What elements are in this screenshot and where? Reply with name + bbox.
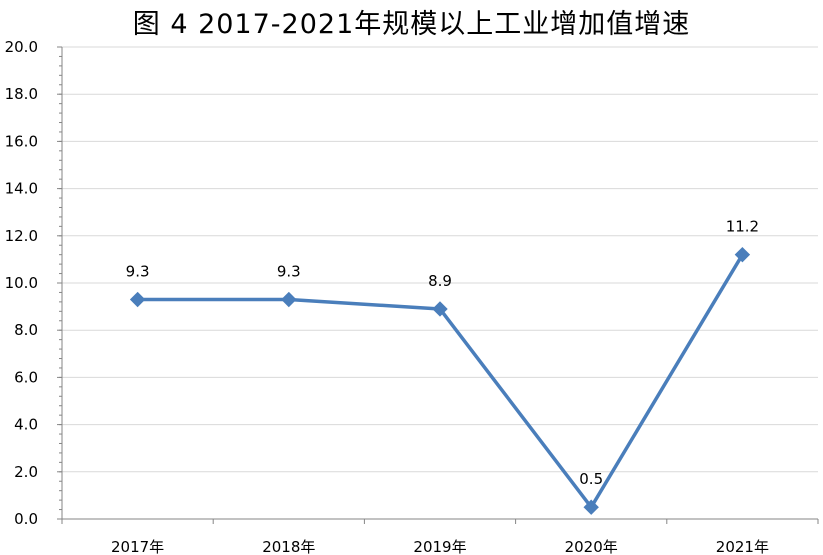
data-label: 9.3 <box>126 263 150 281</box>
chart-title: 图 4 2017-2021年规模以上工业增加值增速 <box>132 9 691 40</box>
y-tick-label: 4.0 <box>14 416 38 434</box>
data-label: 9.3 <box>277 263 301 281</box>
x-tick-label: 2018年 <box>262 538 315 555</box>
series-line <box>137 253 744 509</box>
grid-lines <box>62 46 818 473</box>
x-tick-label: 2020年 <box>565 538 618 555</box>
data-labels: 9.3 9.3 8.9 0.5 11.2 <box>126 218 759 489</box>
x-tick-label: 2021年 <box>716 538 769 555</box>
data-point-marker <box>583 499 599 515</box>
y-tick-label: 8.0 <box>14 321 38 339</box>
data-point-marker <box>281 291 297 308</box>
data-label: 8.9 <box>428 272 452 290</box>
data-label: 11.2 <box>726 218 759 236</box>
data-label: 0.5 <box>579 470 603 488</box>
data-point-marker <box>734 246 751 263</box>
y-tick-label: 16.0 <box>5 132 38 150</box>
x-tick-label: 2017年 <box>111 538 164 555</box>
y-tick-label: 20.0 <box>5 38 38 56</box>
y-tick-label: 6.0 <box>14 368 38 386</box>
x-tick-label: 2019年 <box>413 538 466 555</box>
data-point-marker <box>129 291 146 308</box>
y-tick-label: 12.0 <box>5 227 38 245</box>
series-group <box>129 246 751 515</box>
y-tick-label: 0.0 <box>14 510 38 528</box>
data-point-marker <box>432 301 448 317</box>
y-tick-label: 18.0 <box>5 85 38 103</box>
y-axis-ticks: 0.0 2.0 4.0 6.0 8.0 10.0 12.0 14.0 16.0 18.0 20.0 <box>5 38 62 528</box>
y-tick-label: 14.0 <box>5 180 38 198</box>
y-tick-label: 10.0 <box>5 274 38 292</box>
x-axis-ticks: 2017年 2018年 2019年 2020年 2021年 <box>61 519 819 555</box>
y-tick-label: 2.0 <box>14 463 38 481</box>
